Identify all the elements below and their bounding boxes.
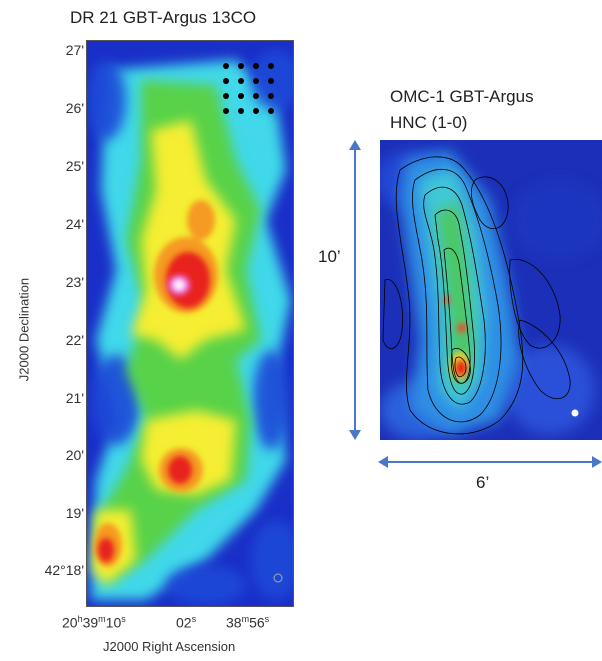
vertical-dimension-arrow xyxy=(349,140,361,440)
height-label: 10’ xyxy=(318,247,341,266)
right-map-title-line2: HNC (1-0) xyxy=(390,113,468,132)
dec-tick: 24' xyxy=(65,216,84,232)
width-label: 6’ xyxy=(476,473,490,492)
dec-tick: 26' xyxy=(65,100,84,116)
dec-tick: 22' xyxy=(65,332,84,348)
right-map-title-line1: OMC-1 GBT-Argus xyxy=(390,87,534,106)
left-map-title: DR 21 GBT-Argus 13CO xyxy=(70,8,257,27)
dr21-intensity-map xyxy=(86,40,294,607)
ra-axis-label: J2000 Right Ascension xyxy=(103,639,236,654)
dec-tick: 20' xyxy=(65,447,84,463)
ra-tick: 02s xyxy=(176,614,197,631)
dec-tick: 21' xyxy=(65,390,84,406)
omc1-contour-map xyxy=(380,140,602,440)
dec-tick: 25' xyxy=(65,158,84,174)
ra-tick: 20h39m10s xyxy=(62,614,126,631)
dec-tick: 42°18' xyxy=(44,562,84,578)
dec-axis-label: J2000 Declination xyxy=(16,277,32,382)
ra-tick: 38m56s xyxy=(226,614,270,631)
dec-tick: 23' xyxy=(65,274,84,290)
dec-tick: 19' xyxy=(65,505,84,521)
dec-tick: 27' xyxy=(65,42,84,58)
horizontal-dimension-arrow xyxy=(378,456,602,468)
beam-grid xyxy=(223,63,274,114)
